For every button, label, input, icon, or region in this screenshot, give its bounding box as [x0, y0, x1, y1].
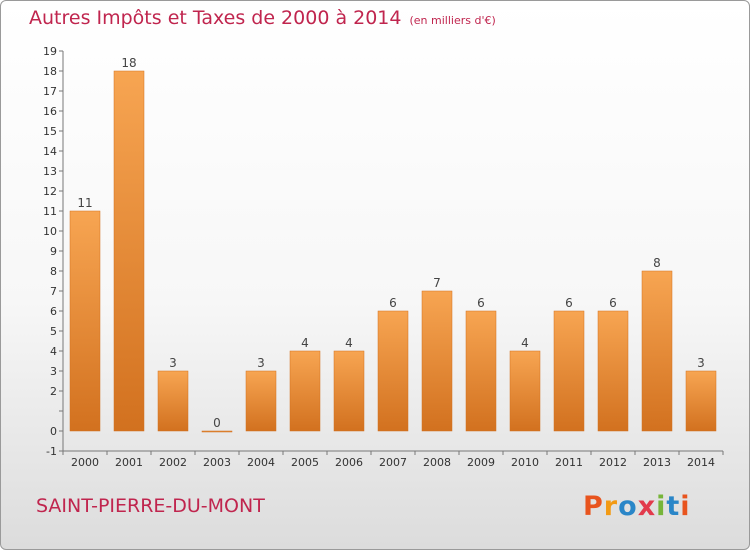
- y-tick-label: 14: [43, 145, 57, 158]
- x-tick-label: 2002: [159, 456, 187, 469]
- y-tick-label: 0: [50, 425, 57, 438]
- y-tick-label: 17: [43, 85, 57, 98]
- y-tick-label: 12: [43, 185, 57, 198]
- bar: [201, 430, 233, 433]
- y-tick-label: 19: [43, 45, 57, 58]
- bar: [69, 210, 101, 432]
- bar: [641, 270, 673, 432]
- commune-name: SAINT-PIERRE-DU-MONT: [36, 495, 265, 517]
- data-label: 6: [609, 296, 617, 310]
- x-tick-label: 2006: [335, 456, 363, 469]
- proxiti-logo[interactable]: Proxiti: [583, 491, 691, 522]
- y-tick-label: -1: [46, 445, 57, 458]
- y-tick-label: 13: [43, 165, 57, 178]
- bar: [465, 310, 497, 432]
- data-label: 7: [433, 276, 441, 290]
- bar: [421, 290, 453, 432]
- y-tick-label: 9: [50, 245, 57, 258]
- bar: [509, 350, 541, 432]
- data-label: 3: [697, 356, 705, 370]
- y-tick-label: 8: [50, 265, 57, 278]
- y-tick-label: 11: [43, 205, 57, 218]
- bar: [157, 370, 189, 432]
- data-label: 6: [565, 296, 573, 310]
- logo-letter: t: [666, 491, 681, 522]
- bars: [69, 70, 717, 433]
- x-tick-label: 2007: [379, 456, 407, 469]
- y-tick-label: 16: [43, 105, 57, 118]
- logo-letter: x: [637, 491, 657, 522]
- axes: -1 0 2 3 4 5 6 7 8 9 10 11 12 13 14 15 16 17 18 19 2000 2001 2…: [43, 45, 724, 469]
- data-label: 6: [389, 296, 397, 310]
- x-tick-label: 2005: [291, 456, 319, 469]
- x-tick-label: 2001: [115, 456, 143, 469]
- data-label: 11: [77, 196, 92, 210]
- bar: [597, 310, 629, 432]
- x-tick-label: 2009: [467, 456, 495, 469]
- y-tick-label: 3: [50, 365, 57, 378]
- x-tick-label: 2003: [203, 456, 231, 469]
- data-label: 6: [477, 296, 485, 310]
- bar: [113, 70, 145, 432]
- data-label: 18: [121, 56, 136, 70]
- y-tick-label: 2: [50, 385, 57, 398]
- x-tick-label: 2004: [247, 456, 275, 469]
- data-label: 8: [653, 256, 661, 270]
- x-tick-label: 2010: [511, 456, 539, 469]
- x-tick-label: 2000: [71, 456, 99, 469]
- logo-letter: r: [603, 491, 619, 522]
- y-tick-label: 6: [50, 305, 57, 318]
- y-tick-label: 7: [50, 285, 57, 298]
- x-tick-label: 2011: [555, 456, 583, 469]
- bar: [377, 310, 409, 432]
- data-label: 0: [213, 416, 221, 430]
- data-labels: 11 18 3 0 3 4 4 6 7 6 4 6 6 8 3: [77, 56, 704, 430]
- title-unit: (en milliers d'€): [409, 14, 496, 27]
- bar: [289, 350, 321, 432]
- title-text: Autres Impôts et Taxes de 2000 à 2014: [29, 7, 402, 29]
- x-tick-label: 2012: [599, 456, 627, 469]
- data-label: 3: [169, 356, 177, 370]
- y-tick-label: 5: [50, 325, 57, 338]
- logo-letter: i: [680, 491, 691, 522]
- x-tick-label: 2008: [423, 456, 451, 469]
- bar: [333, 350, 365, 432]
- y-tick-label: 4: [50, 345, 57, 358]
- data-label: 3: [257, 356, 265, 370]
- data-label: 4: [345, 336, 353, 350]
- data-label: 4: [301, 336, 309, 350]
- bar: [553, 310, 585, 432]
- chart-title: Autres Impôts et Taxes de 2000 à 2014 (en…: [29, 7, 496, 29]
- y-tick-label: 10: [43, 225, 57, 238]
- bar: [685, 370, 717, 432]
- x-tick-label: 2014: [687, 456, 715, 469]
- logo-letter: i: [656, 491, 667, 522]
- y-tick-label: 18: [43, 65, 57, 78]
- logo-letter: P: [583, 491, 604, 522]
- bar: [245, 370, 277, 432]
- data-label: 4: [521, 336, 529, 350]
- logo-letter: o: [618, 491, 638, 522]
- x-tick-label: 2013: [643, 456, 671, 469]
- y-tick-label: 15: [43, 125, 57, 138]
